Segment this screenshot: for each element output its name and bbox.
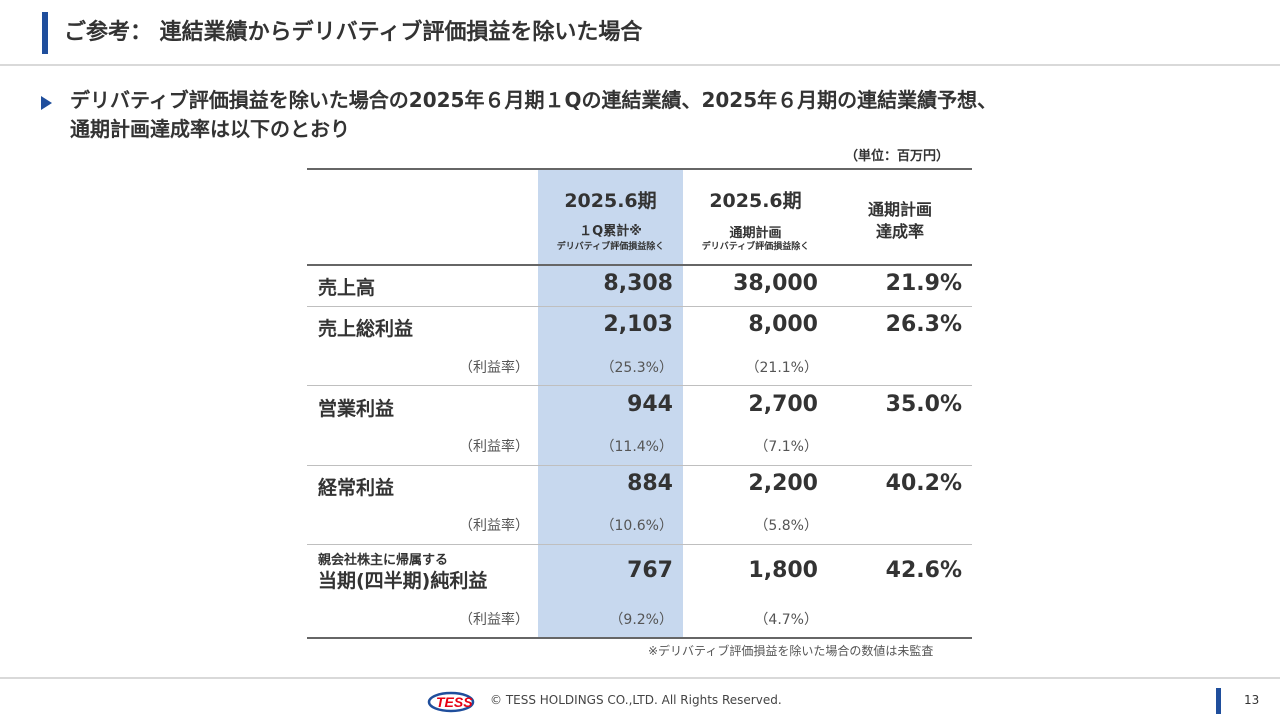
highlight-column [538, 170, 683, 638]
value-net-profit-rate: 42.6% [885, 558, 962, 583]
margin-gross-profit-plan: （21.1%） [745, 360, 818, 376]
margin-net-profit-plan: （4.7%） [754, 612, 818, 628]
col-rate-sub: 達成率 [875, 222, 924, 241]
margin-net-profit-q1: （9.2%） [609, 612, 673, 628]
row-label-net-profit-prefix: 親会社株主に帰属する [318, 553, 449, 568]
row-label-sales: 売上高 [318, 277, 376, 299]
col-plan-note: デリバティブ評価損益除く [701, 242, 810, 252]
value-sales-rate: 21.9% [885, 271, 962, 296]
value-operating-profit-plan: 2,700 [748, 392, 818, 417]
value-net-profit-q1: 767 [627, 558, 673, 583]
margin-operating-profit-q1: （11.4%） [600, 439, 673, 455]
col-plan-sub: 通期計画 [729, 226, 782, 241]
header-bottom-rule [307, 264, 972, 266]
results-table: 2025.6期 １Q累計※ デリバティブ評価損益除く 2025.6期 通期計画 … [307, 168, 972, 640]
row-label-net-profit: 当期(四半期)純利益 [318, 570, 488, 592]
row-label-gross-profit: 売上総利益 [318, 318, 414, 340]
row-divider [307, 544, 972, 545]
title-accent-bar [42, 12, 48, 54]
value-operating-profit-q1: 944 [627, 392, 673, 417]
value-ordinary-profit-rate: 40.2% [885, 471, 962, 496]
page-accent-bar [1216, 688, 1221, 714]
margin-gross-profit-q1: （25.3%） [600, 360, 673, 376]
col-q1-sub: １Q累計※ [579, 224, 642, 239]
col-plan-title: 2025.6期 [709, 190, 802, 212]
row-label-operating-profit: 営業利益 [318, 398, 395, 420]
page-title: ご参考： 連結業績からデリバティブ評価損益を除いた場合 [64, 20, 643, 45]
title-divider [0, 64, 1280, 66]
margin-ordinary-profit-q1: （10.6%） [600, 518, 673, 534]
col-rate-title: 通期計画 [867, 200, 932, 219]
col-q1-note: デリバティブ評価損益除く [556, 242, 665, 252]
value-net-profit-plan: 1,800 [748, 558, 818, 583]
unit-label: （単位：百万円） [845, 149, 950, 164]
col-q1-title: 2025.6期 [564, 190, 657, 212]
margin-label: （利益率） [459, 612, 529, 628]
margin-operating-profit-plan: （7.1%） [754, 439, 818, 455]
row-label-ordinary-profit: 経常利益 [318, 477, 395, 499]
row-divider [307, 306, 972, 307]
row-divider [307, 385, 972, 386]
triangle-bullet-icon [41, 96, 52, 110]
page-number: 13 [1244, 693, 1260, 707]
value-ordinary-profit-plan: 2,200 [748, 471, 818, 496]
bullet-line-2: 通期計画達成率は以下のとおり [70, 117, 350, 141]
value-gross-profit-q1: 2,103 [603, 312, 673, 337]
margin-label: （利益率） [459, 518, 529, 534]
table-top-rule [307, 168, 972, 170]
value-sales-q1: 8,308 [603, 271, 673, 296]
margin-label: （利益率） [459, 360, 529, 376]
copyright: © TESS HOLDINGS CO.,LTD. All Rights Rese… [490, 693, 782, 707]
value-sales-plan: 38,000 [733, 271, 818, 296]
row-divider [307, 465, 972, 466]
bullet-text: デリバティブ評価損益を除いた場合の2025年６月期１Qの連結業績、2025年６月… [70, 86, 1210, 144]
value-operating-profit-rate: 35.0% [885, 392, 962, 417]
tess-logo: TESS [427, 691, 475, 713]
value-gross-profit-rate: 26.3% [885, 312, 962, 337]
footer-divider [0, 677, 1280, 679]
margin-label: （利益率） [459, 439, 529, 455]
logo-text: TESS [436, 694, 473, 710]
value-gross-profit-plan: 8,000 [748, 312, 818, 337]
value-ordinary-profit-q1: 884 [627, 471, 673, 496]
margin-ordinary-profit-plan: （5.8%） [754, 518, 818, 534]
bullet-line-1: デリバティブ評価損益を除いた場合の2025年６月期１Qの連結業績、2025年６月… [70, 88, 998, 112]
footnote: ※デリバティブ評価損益を除いた場合の数値は未監査 [648, 644, 934, 658]
table-bottom-rule [307, 637, 972, 639]
